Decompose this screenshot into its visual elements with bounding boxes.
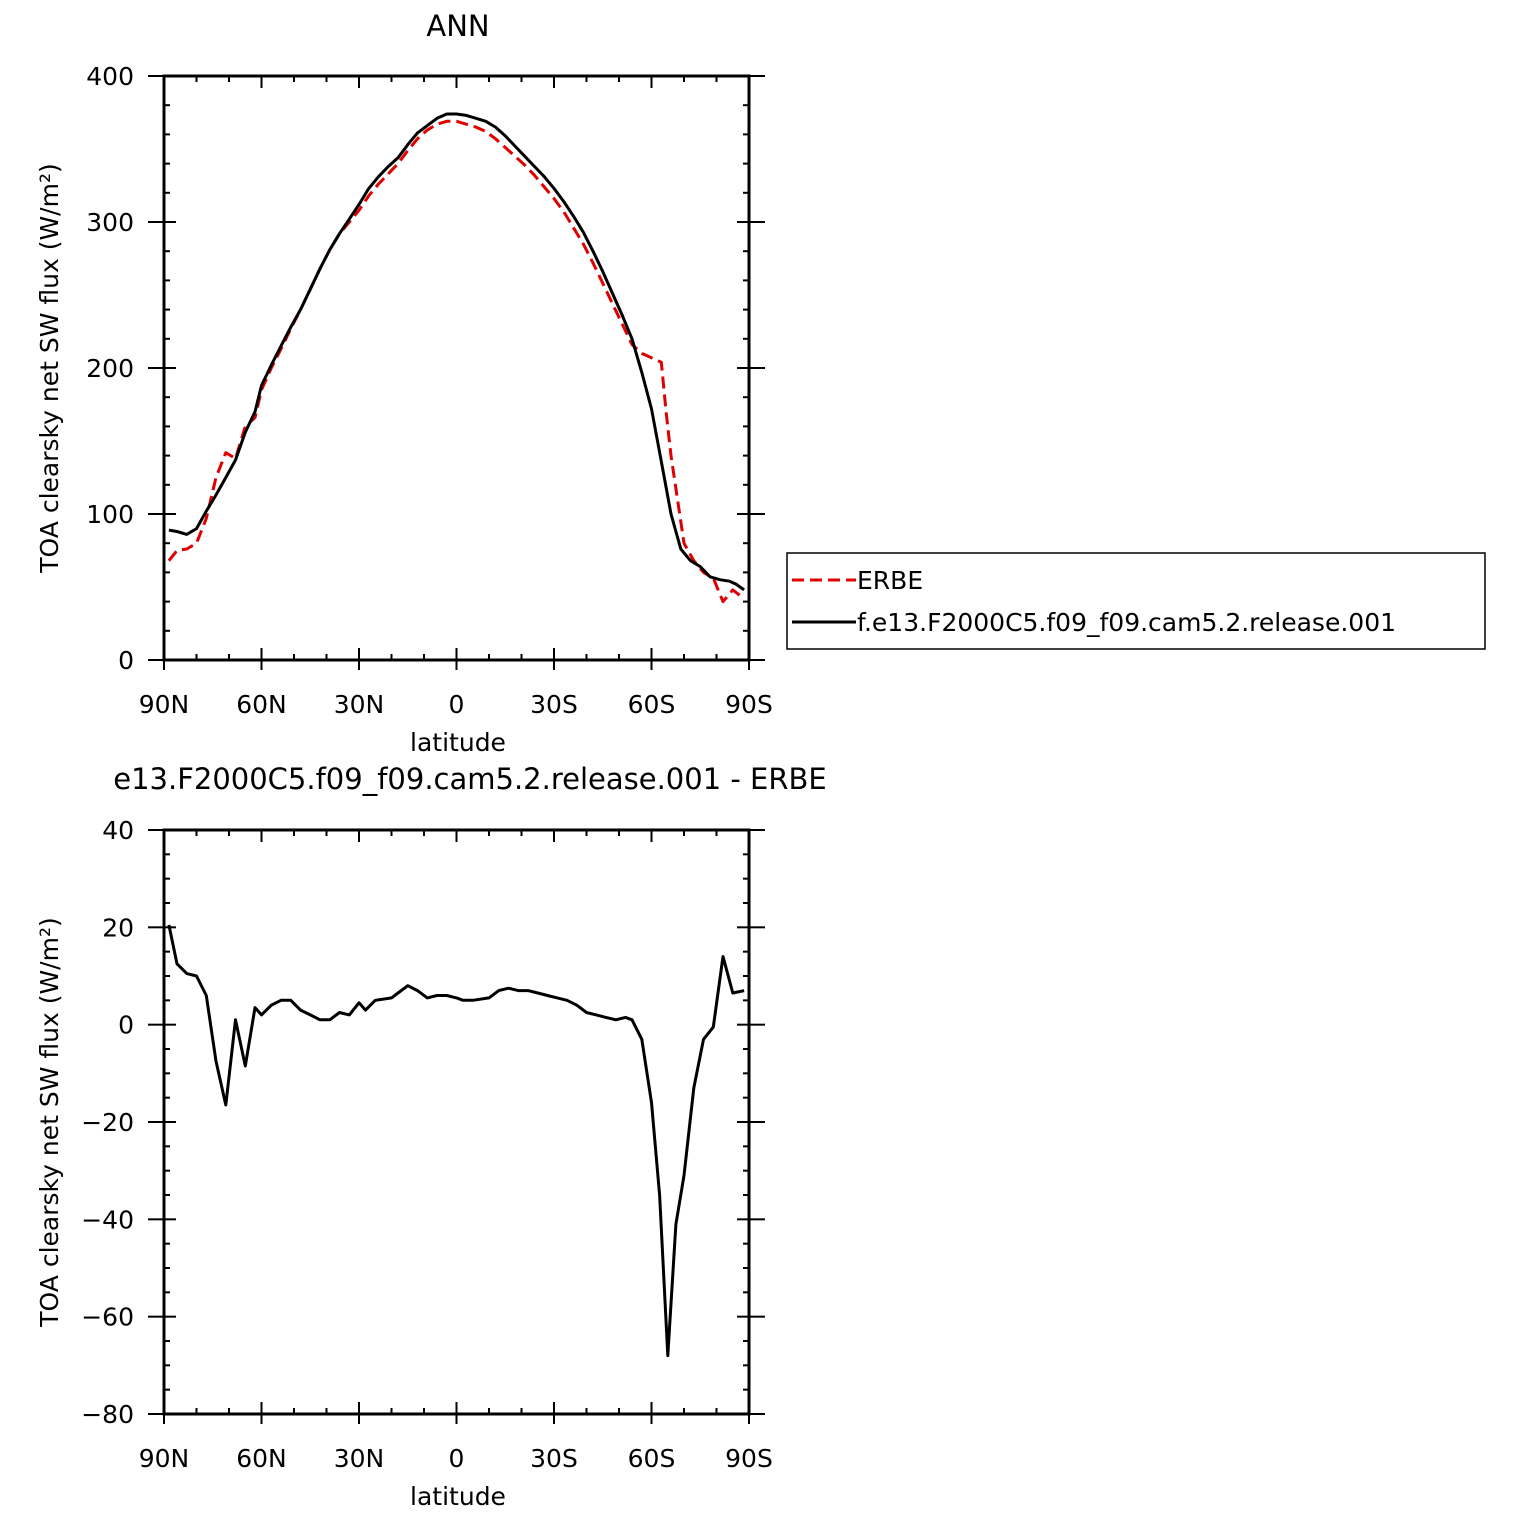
bottom-y-tick-label: 0: [118, 1011, 134, 1040]
bottom-x-axis-label: latitude: [410, 1482, 506, 1511]
top-x-tick-label: 60N: [236, 690, 287, 719]
top-y-tick-label: 200: [86, 354, 134, 383]
top-series-layer: [167, 112, 746, 604]
bottom-y-tick-label: −60: [81, 1303, 134, 1332]
bottom-tick-labels: 90N 60N 30N 0 30S 60S 90S −80 −60 −40 −20 0 20 40: [81, 816, 773, 1473]
top-y-tick-label: 100: [86, 500, 134, 529]
top-x-tick-label: 30N: [334, 690, 385, 719]
bottom-x-tick-label: 60S: [628, 1444, 676, 1473]
bottom-x-tick-label: 30S: [530, 1444, 578, 1473]
top-chart-title: ANN: [426, 9, 489, 43]
legend: ERBE f.e13.F2000C5.f09_f09.cam5.2.releas…: [786, 552, 1486, 650]
bottom-y-tick-label: −80: [81, 1400, 134, 1429]
top-ticks: [148, 75, 765, 670]
bottom-y-tick-label: −40: [81, 1205, 134, 1234]
bottom-series-layer: [167, 924, 745, 1358]
legend-label-model: f.e13.F2000C5.f09_f09.cam5.2.release.001: [857, 608, 1396, 637]
top-series-line-0: [167, 119, 746, 604]
bottom-series-line-0: [167, 924, 745, 1358]
bottom-y-tick-label: 40: [102, 816, 134, 845]
top-y-tick-label: 0: [118, 646, 134, 675]
bottom-x-tick-label: 90S: [725, 1444, 773, 1473]
bottom-y-tick-label: 20: [102, 913, 134, 942]
top-x-axis-label: latitude: [410, 728, 506, 757]
bottom-panel: e13.F2000C5.f09_f09.cam5.2.release.001 -…: [35, 762, 827, 1511]
bottom-x-tick-label: 90N: [139, 1444, 190, 1473]
top-x-tick-label: 90S: [725, 690, 773, 719]
top-x-tick-label: 30S: [530, 690, 578, 719]
bottom-y-tick-label: −20: [81, 1108, 134, 1137]
top-x-tick-label: 60S: [628, 690, 676, 719]
bottom-ticks: [148, 829, 765, 1424]
bottom-x-tick-label: 0: [449, 1444, 465, 1473]
top-series-line-1: [168, 112, 745, 592]
bottom-y-axis-label: TOA clearsky net SW flux (W/m²): [35, 917, 64, 1327]
bottom-x-tick-label: 30N: [334, 1444, 385, 1473]
bottom-x-tick-label: 60N: [236, 1444, 287, 1473]
legend-box: [786, 552, 1486, 650]
top-y-axis-label: TOA clearsky net SW flux (W/m²): [35, 163, 64, 573]
top-panel: ANN 90N 60N 30N 0 30S 60S 90S 0 100 200 300 400 lat…: [35, 9, 773, 757]
top-y-tick-label: 300: [86, 208, 134, 237]
bottom-chart-title: e13.F2000C5.f09_f09.cam5.2.release.001 -…: [113, 762, 827, 796]
legend-label-erbe: ERBE: [857, 566, 923, 595]
top-x-tick-label: 90N: [139, 690, 190, 719]
top-y-tick-label: 400: [86, 62, 134, 91]
bottom-plot-frame: [162, 828, 751, 1416]
top-tick-labels: 90N 60N 30N 0 30S 60S 90S 0 100 200 300 400: [86, 62, 773, 719]
top-x-tick-label: 0: [449, 690, 465, 719]
